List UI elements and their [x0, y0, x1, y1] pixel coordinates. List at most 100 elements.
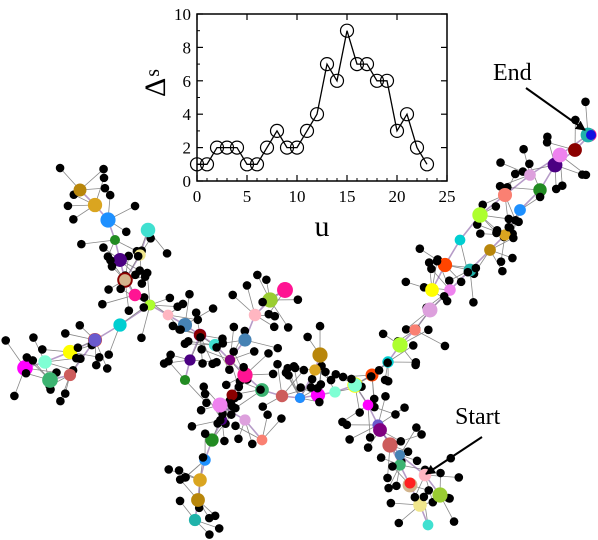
leaf-node — [198, 453, 208, 462]
leaf-node — [424, 258, 434, 267]
leaf-node — [228, 290, 238, 300]
leaf-node — [63, 201, 73, 211]
leaf-node — [508, 253, 517, 263]
leaf-node — [247, 439, 257, 449]
hub-node — [224, 354, 236, 366]
leaf-node — [401, 277, 411, 287]
leaf-node — [176, 325, 185, 334]
leaf-node — [185, 289, 194, 299]
leaf-node — [210, 511, 220, 521]
leaf-node — [60, 389, 70, 398]
leaf-node — [234, 382, 244, 392]
leaf-node — [525, 159, 534, 169]
data-point — [379, 73, 395, 88]
leaf-node — [408, 341, 418, 350]
leaf-node — [299, 365, 309, 375]
hub-node — [437, 257, 453, 273]
hub-node — [409, 324, 421, 336]
leaf-node — [1, 336, 11, 345]
leaf-node — [262, 275, 271, 285]
leaf-node — [378, 329, 388, 339]
leaf-node — [142, 268, 152, 278]
leaf-node — [226, 399, 236, 408]
leaf-node — [124, 306, 134, 315]
leaf-node — [102, 364, 112, 373]
leaf-node — [509, 233, 518, 243]
leaf-node — [411, 357, 421, 367]
leaf-node — [191, 308, 201, 317]
y-tick-label: 6 — [183, 72, 192, 91]
leaf-node — [495, 181, 505, 191]
hub-node — [237, 367, 253, 383]
leaf-node — [200, 429, 210, 439]
hub-node — [422, 302, 438, 318]
hub-node — [184, 354, 196, 366]
hub-node — [524, 169, 536, 181]
leaf-node — [258, 297, 267, 307]
hub-node — [42, 372, 58, 388]
leaf-node — [383, 473, 392, 483]
leaf-node — [91, 360, 101, 370]
leaf-node — [400, 403, 409, 412]
leaf-node — [55, 163, 65, 173]
leaf-node — [196, 405, 206, 415]
leaf-node — [10, 391, 19, 401]
leaf-node — [234, 434, 243, 444]
leaf-node — [273, 343, 283, 353]
leaf-node — [164, 356, 173, 366]
leaf-node — [231, 421, 240, 431]
leaf-edge — [367, 404, 371, 438]
data-point — [319, 56, 335, 72]
hub-node — [188, 513, 202, 527]
leaf-node — [137, 279, 147, 288]
leaf-node — [315, 397, 324, 407]
leaf-node — [347, 374, 356, 384]
leaf-node — [198, 359, 207, 368]
hub-node — [514, 204, 526, 216]
hub-node — [444, 284, 456, 296]
leaf-node — [417, 430, 426, 439]
leaf-node — [388, 462, 397, 471]
leaf-node — [293, 295, 303, 304]
hub-node — [568, 143, 582, 157]
hub-node — [73, 183, 87, 197]
hub-node — [394, 459, 406, 471]
leaf-node — [168, 321, 178, 331]
hub-node — [162, 309, 174, 321]
leaf-node — [491, 202, 501, 211]
leaf-node — [162, 249, 172, 258]
leaf-node — [197, 344, 206, 354]
hub-node — [454, 234, 466, 246]
leaf-node — [164, 465, 174, 474]
hub-node — [226, 389, 238, 401]
leaf-node — [22, 353, 32, 362]
leaf-node — [326, 375, 336, 385]
leaf-node — [581, 97, 590, 107]
data-point — [219, 140, 235, 155]
hub-node — [205, 433, 219, 447]
leaf-node — [264, 349, 273, 358]
data-point — [199, 157, 215, 172]
leaf-node — [187, 422, 197, 431]
leaf-node — [412, 423, 421, 432]
data-point — [289, 140, 305, 155]
leaf-node — [225, 365, 234, 375]
y-tick-label: 8 — [183, 38, 192, 57]
leaf-edge — [141, 304, 151, 338]
start-label: Start — [455, 404, 501, 430]
leaf-node — [463, 267, 473, 277]
leaf-node — [284, 370, 293, 380]
hub-node — [38, 355, 52, 369]
hub-node — [382, 437, 398, 453]
leaf-node — [99, 164, 108, 174]
leaf-node — [557, 181, 567, 190]
leaf-node — [94, 352, 104, 362]
hub-node — [432, 487, 448, 503]
hub-node — [413, 498, 427, 512]
leaf-node — [135, 266, 145, 275]
leaf-node — [316, 380, 326, 389]
hub-node — [552, 147, 568, 163]
hub-node — [100, 212, 116, 228]
hub-node — [499, 229, 511, 241]
